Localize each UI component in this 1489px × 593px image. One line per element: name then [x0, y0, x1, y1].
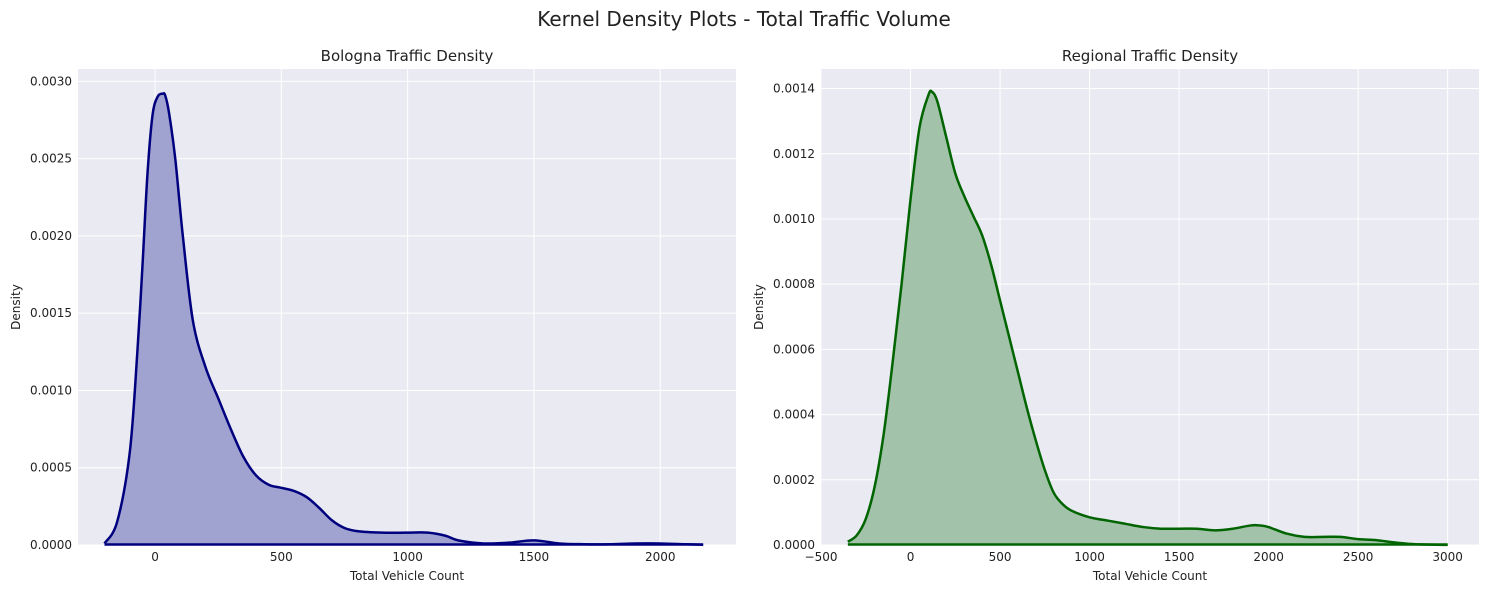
x-tick-label: 3000 — [1432, 550, 1463, 564]
y-tick-label: 0.0010 — [773, 212, 815, 226]
x-tick-label: 1500 — [519, 550, 550, 564]
density-curve — [847, 89, 1448, 547]
y-tick-label: 0.0020 — [30, 229, 72, 243]
x-tick-label: 2000 — [645, 550, 676, 564]
density-fill-area — [104, 93, 704, 545]
panel-title: Regional Traffic Density — [1062, 47, 1238, 65]
x-axis-label: Total Vehicle Count — [349, 569, 465, 583]
y-tick-label: 0.0014 — [773, 82, 815, 96]
density-curve — [103, 92, 704, 546]
x-tick-labels: −500 0 500 1000 1500 2000 2500 3000 — [805, 550, 1463, 564]
figure-suptitle: Kernel Density Plots - Total Traffic Vol… — [537, 7, 951, 31]
y-tick-label: 0.0025 — [30, 152, 72, 166]
y-tick-label: 0.0004 — [773, 408, 815, 422]
y-tick-label: 0.0008 — [773, 277, 815, 291]
y-tick-label: 0.0002 — [773, 473, 815, 487]
regional-density-panel: −500 0 500 1000 1500 2000 2500 3000 0.00000.000… — [752, 47, 1479, 583]
panel-title: Bologna Traffic Density — [321, 47, 494, 65]
x-tick-label: 0 — [907, 550, 915, 564]
x-axis-label: Total Vehicle Count — [1092, 569, 1208, 583]
y-tick-label: 0.0005 — [30, 461, 72, 475]
x-tick-label: 1500 — [1164, 550, 1195, 564]
y-tick-label: 0.0015 — [30, 306, 72, 320]
x-tick-label: 500 — [989, 550, 1012, 564]
y-tick-label: 0.0030 — [30, 74, 72, 88]
y-tick-label: 0.0000 — [30, 538, 72, 552]
x-tick-labels: 0 500 1000 1500 2000 — [151, 550, 675, 564]
y-axis-label: Density — [9, 284, 23, 330]
x-tick-label: 2000 — [1253, 550, 1284, 564]
x-tick-label: 0 — [151, 550, 159, 564]
y-tick-labels: 0.0000 0.0005 0.0010 0.0015 0.0020 0.0025 0.00… — [30, 74, 72, 552]
y-tick-label: 0.0010 — [30, 383, 72, 397]
bologna-density-panel: 0 500 1000 1500 2000 0.0000 0.0005 0.0010 0.001… — [9, 47, 736, 583]
x-tick-label: −500 — [805, 550, 838, 564]
y-tick-label: 0.0006 — [773, 342, 815, 356]
x-tick-label: 2500 — [1343, 550, 1374, 564]
x-tick-label: 500 — [270, 550, 293, 564]
y-tick-labels: 0.0000 0.0002 0.0004 0.0006 0.0008 0.0010 0.00… — [773, 82, 815, 552]
density-fill-area — [847, 90, 1448, 545]
y-tick-label: 0.0012 — [773, 147, 815, 161]
y-axis-label: Density — [752, 284, 766, 330]
y-tick-label: 0.0000 — [773, 538, 815, 552]
x-tick-label: 1000 — [1074, 550, 1105, 564]
x-tick-label: 1000 — [392, 550, 423, 564]
